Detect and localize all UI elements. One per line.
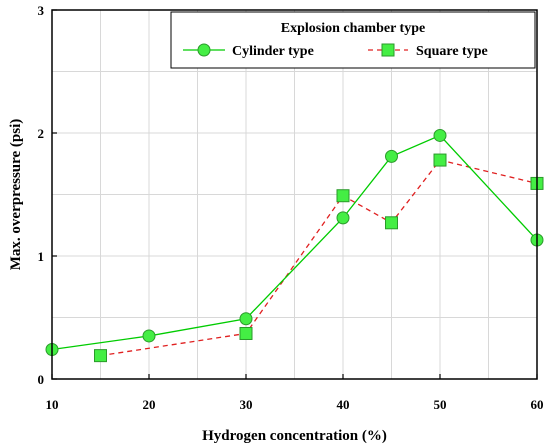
series-square-type: [94, 153, 544, 363]
legend-items: Cylinder type Square type: [183, 43, 488, 59]
ticks: 10 20 30 40 50 60 0 1 2 3: [38, 3, 544, 412]
legend-label: Square type: [416, 44, 488, 59]
data-point-circle: [142, 329, 156, 343]
data-point-circle: [239, 312, 253, 326]
x-tick-label: 30: [240, 397, 253, 412]
plot-frame: [51, 9, 538, 380]
x-axis-title: Hydrogen concentration (%): [202, 428, 387, 444]
legend: Explosion chamber type Cylinder type Squa…: [170, 11, 536, 69]
data-point-square: [336, 189, 350, 203]
data-point-square: [433, 153, 447, 167]
y-tick-label: 0: [38, 372, 45, 387]
y-tick-label: 2: [38, 126, 45, 141]
y-axis-title: Max. overpressure (psi): [8, 119, 24, 271]
x-tick-label: 20: [143, 397, 156, 412]
legend-label: Cylinder type: [232, 44, 314, 59]
data-point-circle: [336, 211, 350, 225]
data-point-square: [385, 216, 398, 230]
data-point-circle: [385, 149, 398, 163]
legend-box: [170, 11, 536, 69]
x-tick-label: 50: [434, 397, 447, 412]
data-point-circle: [433, 128, 447, 142]
x-tick-label: 10: [46, 397, 59, 412]
data-point-square: [239, 326, 253, 340]
series-line: [100, 159, 538, 357]
y-tick-label: 3: [38, 3, 45, 18]
x-tick-label: 60: [531, 397, 544, 412]
legend-marker: [381, 43, 395, 57]
data-point-square: [94, 349, 107, 363]
y-tick-label: 1: [38, 249, 45, 264]
x-tick-label: 40: [337, 397, 350, 412]
legend-marker: [197, 43, 211, 57]
series-layer: [45, 128, 544, 363]
legend-title: Explosion chamber type: [281, 21, 425, 36]
